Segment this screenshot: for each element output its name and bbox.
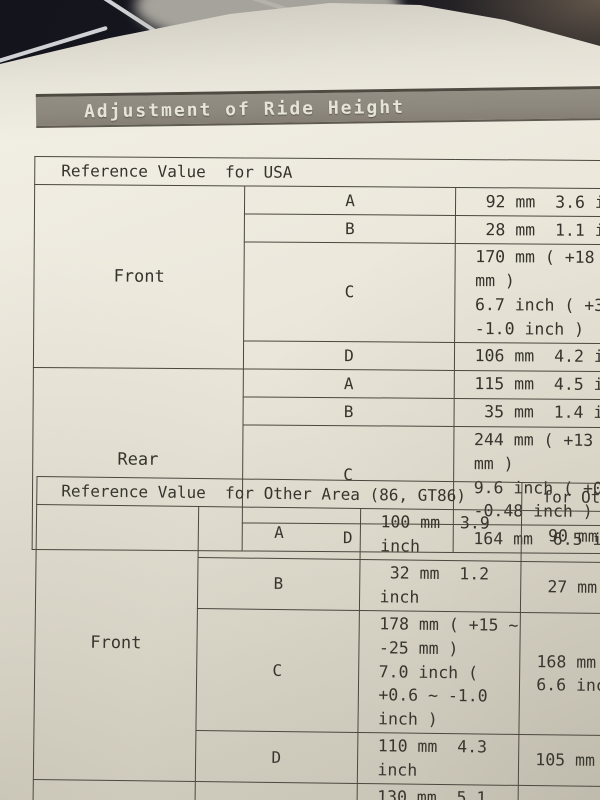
row-value-other: 105 mm 4.1 bbox=[518, 734, 600, 788]
section-label-front: Front bbox=[33, 504, 199, 782]
row-key: A bbox=[244, 185, 456, 216]
section-label-front: Front bbox=[33, 184, 246, 369]
row-key: C bbox=[195, 608, 359, 733]
row-value: 130 mm 5.1 inch bbox=[356, 783, 519, 800]
table-header-second-column: for Other Are bbox=[521, 482, 600, 513]
row-value: 178 mm ( +15 ~ -25 mm ) 7.0 inch ( +0.6 … bbox=[357, 610, 521, 735]
table-header: Reference Value for USA bbox=[34, 156, 600, 189]
row-value: 170 mm ( +18 ~ -25 mm ) 6.7 inch ( +3.3 … bbox=[454, 243, 600, 344]
row-value: 100 mm 3.9 inch bbox=[359, 508, 522, 562]
row-value-other: 90 mm 3.5 bbox=[521, 510, 600, 564]
row-value-other: 122 mm 4.8 bbox=[517, 785, 600, 800]
row-value: 115 mm 4.5 inch bbox=[453, 370, 600, 400]
row-value: 35 mm 1.4 inch bbox=[453, 398, 600, 428]
row-value: 28 mm 1.1 inch bbox=[454, 215, 600, 245]
section-label-rear: Rear bbox=[29, 779, 196, 800]
table-row: Front A 100 mm 3.9 inch 90 mm 3.5 bbox=[33, 504, 600, 782]
row-key: D bbox=[243, 340, 455, 371]
table-row: Rear A 115 mm 4.5 inch bbox=[32, 367, 600, 552]
row-key: B bbox=[244, 213, 456, 244]
row-value-other: 27 mm 1.1 bbox=[520, 561, 600, 615]
row-value-other: 168 mm ( +25 6.6 inch ( + bbox=[519, 612, 600, 737]
table-header-row: Reference Value for USA bbox=[34, 156, 600, 189]
table-row: Front A 92 mm 3.6 inch bbox=[33, 184, 600, 369]
section-title-banner: Adjustment of Ride Height bbox=[35, 84, 600, 128]
row-value: 106 mm 4.2 inch bbox=[454, 342, 600, 372]
row-key: D bbox=[195, 730, 358, 784]
row-key: C bbox=[243, 241, 455, 343]
row-value: 32 mm 1.2 inch bbox=[358, 559, 522, 613]
other-area-reference-table: Reference Value for Other Area (86, GT86… bbox=[29, 476, 600, 800]
row-key: A bbox=[194, 781, 357, 800]
row-value: 92 mm 3.6 inch bbox=[455, 187, 600, 217]
row-key: A bbox=[197, 506, 361, 560]
row-key: B bbox=[197, 557, 360, 611]
row-key: A bbox=[243, 368, 455, 399]
row-value: 110 mm 4.3 inch bbox=[356, 732, 520, 786]
row-key: B bbox=[243, 396, 454, 427]
